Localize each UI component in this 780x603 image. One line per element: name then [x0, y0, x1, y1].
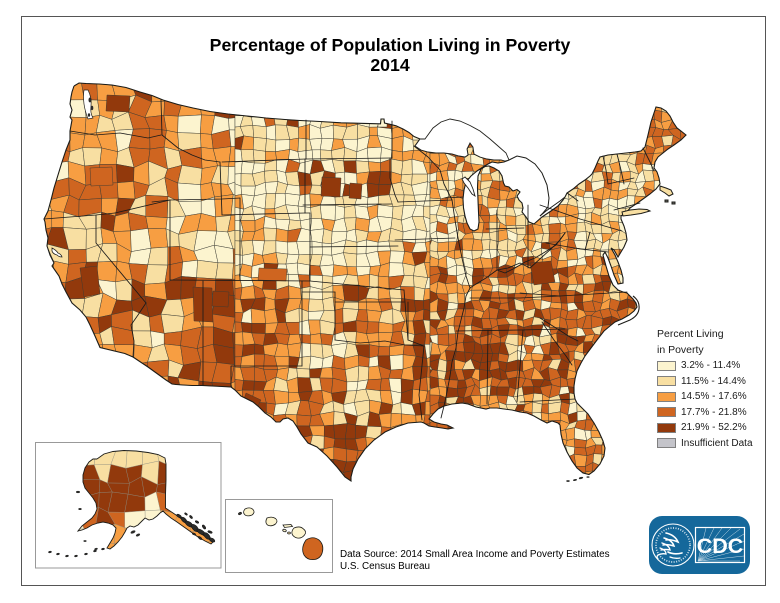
svg-text:CDC: CDC: [697, 534, 744, 558]
